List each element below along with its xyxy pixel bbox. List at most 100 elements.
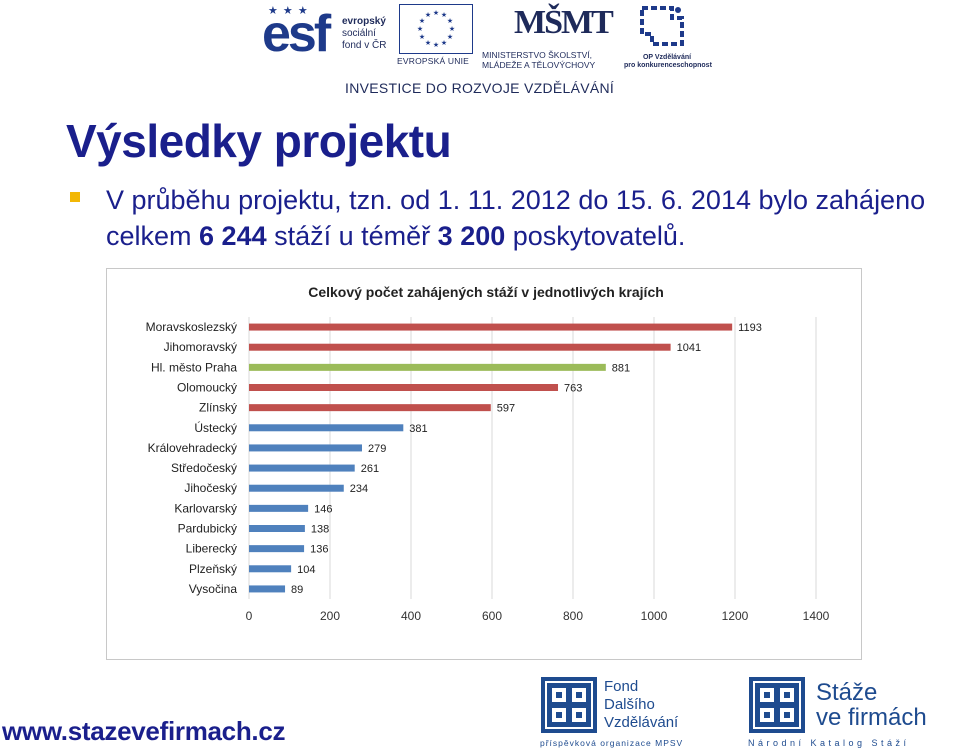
- category-label: Moravskoslezský: [146, 320, 237, 334]
- bar-Liberecký: [249, 545, 305, 553]
- category-label: Hl. město Praha: [151, 360, 237, 374]
- msmt-line-2: MLÁDEŽE A TĚLOVÝCHOVY: [482, 60, 596, 70]
- eu-logo: ★ ★ ★ ★ ★ ★ ★ ★ ★ ★ ★ ★ EVROPSKÁ UNIE: [397, 4, 475, 68]
- footer-website-link[interactable]: www.stazevefirmach.cz: [2, 716, 286, 746]
- data-label: 1041: [677, 342, 701, 354]
- svg-text:★: ★: [441, 39, 447, 47]
- fdv-line-3: Vzdělávání: [604, 714, 679, 731]
- category-label: Vysočina: [189, 582, 238, 596]
- svg-text:★: ★: [417, 25, 423, 33]
- esf-logo: ★ ★ ★ esf evropský sociální fond v ČR: [262, 4, 392, 70]
- data-label: 234: [350, 483, 368, 495]
- svg-text:★: ★: [449, 25, 455, 33]
- bar-Hl. město Praha: [249, 363, 606, 371]
- staze-logo-text: Stáže ve firmách: [816, 680, 927, 730]
- category-label: Ústecký: [194, 420, 237, 435]
- svg-text:★: ★: [447, 33, 453, 41]
- x-tick-label: 200: [320, 609, 340, 623]
- category-label: Zlínský: [199, 401, 237, 415]
- category-label: Olomoucký: [177, 381, 237, 395]
- msmt-line-1: MINISTERSTVO ŠKOLSTVÍ,: [482, 50, 593, 60]
- staze-line-2: ve firmách: [816, 704, 927, 731]
- svg-text:★: ★: [425, 39, 431, 47]
- bar-Středočeský: [249, 464, 355, 472]
- esf-line-2: sociální: [342, 28, 376, 39]
- data-label: 381: [409, 423, 427, 435]
- x-tick-label: 1000: [641, 609, 668, 623]
- data-label: 261: [361, 463, 379, 475]
- bar-Jihočeský: [249, 484, 344, 492]
- op-line-1: OP Vzdělávání: [642, 54, 692, 61]
- msmt-logo: MŠMT MINISTERSTVO ŠKOLSTVÍ, MLÁDEŽE A TĚ…: [482, 4, 618, 70]
- chart-title: Celkový počet zahájených stáží v jednotl…: [308, 284, 664, 300]
- bullet-total-stays: 6 244: [199, 221, 267, 251]
- bullet-part-3: poskytovatelů.: [505, 221, 686, 251]
- op-vk-logo: OP Vzdělávání pro konkurenceschopnost: [624, 4, 712, 70]
- category-label: Středočeský: [171, 461, 237, 475]
- fdv-line-2: Dalšího: [604, 696, 655, 713]
- grid-layer: [248, 317, 817, 599]
- category-label: Jihočeský: [184, 481, 237, 495]
- category-label: Pardubický: [178, 522, 237, 536]
- svg-text:★: ★: [433, 41, 439, 49]
- chart-frame: Celkový počet zahájených stáží v jednotl…: [106, 268, 862, 660]
- msmt-logo-text: MINISTERSTVO ŠKOLSTVÍ, MLÁDEŽE A TĚLOVÝC…: [482, 50, 595, 70]
- svg-text:★: ★: [447, 17, 453, 25]
- op-vk-logo-text: OP Vzdělávání pro konkurenceschopnost: [624, 54, 712, 70]
- svg-text:★: ★: [419, 33, 425, 41]
- bar-Pardubický: [249, 525, 305, 532]
- eu-flag-icon: ★ ★ ★ ★ ★ ★ ★ ★ ★ ★ ★ ★: [399, 4, 473, 54]
- bullet-part-2: stáží u téměř: [266, 221, 438, 251]
- bar-Ústecký: [249, 424, 404, 432]
- bar-Královehradecký: [249, 444, 362, 452]
- bars-layer: [249, 323, 733, 593]
- bar-Olomoucký: [249, 384, 559, 391]
- category-label: Královehradecký: [148, 441, 237, 455]
- data-label: 89: [291, 584, 303, 596]
- bullet-providers-count: 3 200: [437, 221, 506, 251]
- staze-logo-subtitle: Národní Katalog Stáží: [748, 738, 910, 748]
- esf-line-3: fond v ČR: [342, 40, 387, 51]
- staze-line-1: Stáže: [816, 679, 878, 706]
- fdv-logo-text: Fond Dalšího Vzdělávání: [604, 678, 678, 732]
- esf-logo-mark: esf: [262, 5, 331, 63]
- esf-logo-text: evropský sociální fond v ČR: [342, 16, 386, 52]
- bar-Zlínský: [249, 404, 491, 412]
- labels-layer: 0 200 400 600 800 1000 1200 1400 Moravskoslezský…: [146, 320, 830, 623]
- data-label: 597: [497, 403, 515, 415]
- bullet-square-icon: [70, 192, 80, 202]
- investice-slogan: INVESTICE DO ROZVOJE VZDĚLÁVÁNÍ: [345, 80, 615, 96]
- bar-Plzeňský: [249, 565, 292, 573]
- esf-line-1: evropský: [342, 16, 386, 27]
- x-tick-label: 600: [482, 609, 502, 623]
- x-tick-label: 800: [563, 609, 583, 623]
- data-label: 881: [612, 362, 630, 374]
- msmt-logo-mark: MŠMT: [514, 4, 614, 41]
- staze-mark-icon: [749, 677, 805, 733]
- category-label: Liberecký: [186, 542, 237, 556]
- x-tick-label: 0: [246, 609, 253, 623]
- bullet-text: V průběhu projektu, tzn. od 1. 11. 2012 …: [106, 182, 926, 254]
- bar-chart: Celkový počet zahájených stáží v jednotl…: [146, 284, 830, 623]
- x-tick-label: 1400: [803, 609, 830, 623]
- bar-Vysočina: [249, 585, 286, 593]
- eu-logo-label: EVROPSKÁ UNIE: [397, 56, 470, 66]
- fdv-line-1: Fond: [604, 678, 639, 695]
- page-title: Výsledky projektu: [66, 115, 452, 167]
- category-label: Plzeňský: [189, 562, 237, 576]
- x-tick-label: 400: [401, 609, 421, 623]
- data-label: 763: [564, 383, 582, 395]
- op-line-2: pro konkurenceschopnost: [624, 62, 712, 69]
- data-label: 136: [310, 544, 328, 556]
- fdv-mark-icon: [541, 677, 597, 733]
- fdv-logo-subtitle: příspěvková organizace MPSV: [540, 738, 684, 748]
- svg-text:★: ★: [419, 17, 425, 25]
- svg-text:★: ★: [433, 9, 439, 17]
- esf-stars-icon: ★ ★ ★: [268, 5, 309, 17]
- op-vk-mark-icon: [640, 6, 684, 46]
- staze-logo: Stáže ve firmách Národní Katalog Stáží: [748, 676, 960, 752]
- data-label: 279: [368, 443, 386, 455]
- bullet-part-1: V průběhu projektu, tzn. od 1. 11. 2012 …: [106, 185, 926, 251]
- category-label: Karlovarský: [174, 501, 237, 515]
- data-label: 1193: [738, 322, 762, 334]
